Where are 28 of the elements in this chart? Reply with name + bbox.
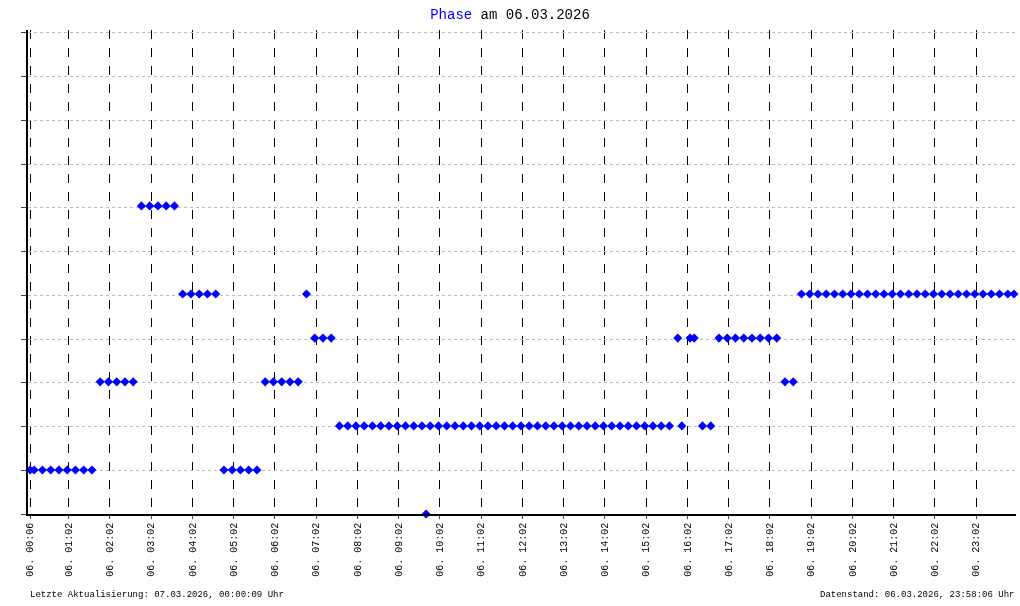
text: Letzte Aktualisierung: 07.03.2026, 00:00:09 Uhr xyxy=(30,590,284,600)
x-tick-label: 06. 03:02 xyxy=(146,522,158,577)
x-tick-label: 06. 18:02 xyxy=(765,522,777,577)
x-tick-label: 06. 13:02 xyxy=(558,522,570,577)
x-tick-label: 06. 23:02 xyxy=(971,522,983,577)
x-tick-label: 06. 22:02 xyxy=(930,522,942,577)
x-tick-label: 06. 04:02 xyxy=(187,522,199,577)
x-tick-label: 06. 19:02 xyxy=(806,522,818,577)
chart-title: am 06.03.2026 xyxy=(480,6,590,23)
x-tick-label: 06. 08:02 xyxy=(352,522,364,577)
x-tick-label: 06. 20:02 xyxy=(847,522,859,577)
x-tick-label: 06. 07:02 xyxy=(311,522,323,577)
x-tick-label: 06. 09:02 xyxy=(393,522,405,577)
x-tick-label: 06. 15:02 xyxy=(641,522,653,577)
x-tick-label: 06. 10:02 xyxy=(435,522,447,577)
x-tick-label: 06. 02:02 xyxy=(105,522,117,577)
x-tick-label: 06. 21:02 xyxy=(888,522,900,577)
x-tick-label: 06. 06:02 xyxy=(270,522,282,577)
text: Datenstand: 06.03.2026, 23:58:06 Uhr xyxy=(820,590,1015,600)
x-tick-label: 06. 00:06 xyxy=(25,522,37,577)
x-tick-label: 06. 16:02 xyxy=(682,522,694,577)
x-tick-label: 06. 17:02 xyxy=(723,522,735,577)
x-tick-label: 06. 11:02 xyxy=(476,522,488,577)
text: Phase xyxy=(430,6,473,23)
x-tick-label: 06. 05:02 xyxy=(228,522,240,577)
x-tick-label: 06. 14:02 xyxy=(600,522,612,577)
x-tick-label: 06. 12:02 xyxy=(517,522,529,577)
x-tick-label: 06. 01:02 xyxy=(63,522,75,577)
